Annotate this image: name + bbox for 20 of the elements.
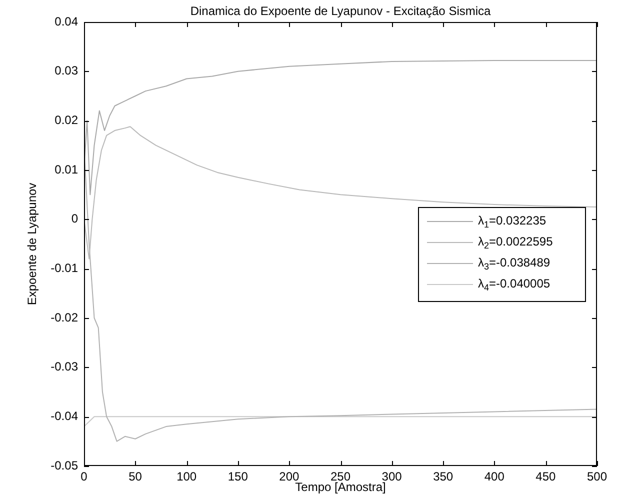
y-tick-label: -0.03 [50, 360, 78, 374]
x-tick-label: 0 [80, 470, 88, 484]
y-tick-label: -0.04 [50, 408, 78, 423]
x-tick-label: 400 [484, 470, 505, 484]
chart-title: Dinamica do Expoente de Lyapunov - Excitação Sismica [190, 4, 492, 18]
x-tick-label: 50 [128, 470, 142, 484]
x-tick-label: 100 [176, 470, 197, 484]
y-tick-label: 0.04 [54, 14, 78, 28]
y-tick-label: 0 [71, 212, 78, 226]
y-tick-label: -0.05 [50, 458, 78, 472]
y-tick-label: 0.01 [54, 162, 78, 176]
x-tick-label: 350 [433, 470, 454, 484]
y-tick-label: 0.03 [54, 64, 78, 78]
y-tick-label: -0.02 [50, 310, 78, 324]
y-tick-label: -0.01 [50, 260, 78, 275]
y-axis-title: Expoente de Lyapunov [25, 182, 39, 306]
x-tick-label: 500 [586, 470, 608, 484]
x-tick-label: 450 [536, 470, 556, 484]
y-tick-label: 0.02 [54, 112, 78, 127]
x-tick-label: 150 [228, 470, 248, 484]
